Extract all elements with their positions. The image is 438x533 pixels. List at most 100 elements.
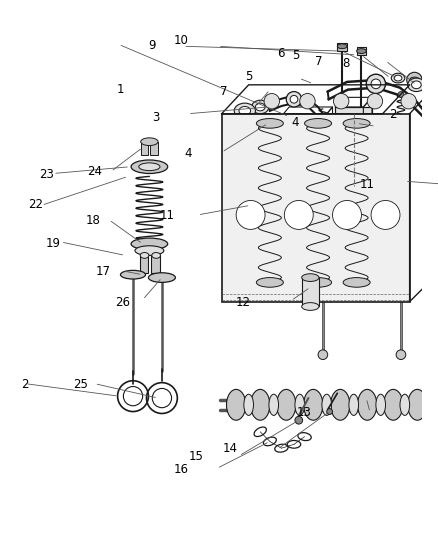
Text: 2: 2 <box>389 108 396 122</box>
Ellipse shape <box>244 394 254 415</box>
Ellipse shape <box>148 273 175 282</box>
Circle shape <box>407 72 422 88</box>
Ellipse shape <box>139 163 160 171</box>
Ellipse shape <box>412 81 421 88</box>
Text: 2: 2 <box>21 378 29 391</box>
Text: 12: 12 <box>235 296 250 309</box>
Text: 19: 19 <box>45 237 60 250</box>
Text: 18: 18 <box>85 214 100 227</box>
Ellipse shape <box>302 303 319 310</box>
Bar <box>151 255 160 273</box>
Text: 8: 8 <box>343 57 350 70</box>
Bar <box>150 142 158 155</box>
Ellipse shape <box>349 394 359 415</box>
Circle shape <box>286 92 302 107</box>
Circle shape <box>398 92 404 98</box>
Bar <box>140 255 148 273</box>
Bar <box>336 107 372 138</box>
Ellipse shape <box>391 73 405 83</box>
Circle shape <box>236 200 265 229</box>
Ellipse shape <box>304 390 323 420</box>
Circle shape <box>296 133 306 143</box>
Text: 14: 14 <box>223 442 237 455</box>
Circle shape <box>300 93 315 109</box>
Text: 16: 16 <box>174 463 189 476</box>
Circle shape <box>396 350 406 360</box>
Circle shape <box>333 93 349 109</box>
Text: 6: 6 <box>277 47 285 60</box>
Circle shape <box>367 93 383 109</box>
Ellipse shape <box>408 78 425 92</box>
Bar <box>337 43 347 51</box>
Text: 22: 22 <box>28 198 43 212</box>
Ellipse shape <box>322 394 332 415</box>
Text: 24: 24 <box>88 165 102 178</box>
Ellipse shape <box>394 75 402 81</box>
Ellipse shape <box>251 390 270 420</box>
Ellipse shape <box>400 394 410 415</box>
Ellipse shape <box>234 103 255 118</box>
Ellipse shape <box>304 278 332 287</box>
Circle shape <box>332 200 361 229</box>
Ellipse shape <box>343 118 370 128</box>
Ellipse shape <box>255 103 265 111</box>
Circle shape <box>264 93 279 109</box>
Ellipse shape <box>256 278 283 287</box>
Text: 7: 7 <box>315 54 322 68</box>
Text: 4: 4 <box>292 116 299 129</box>
Circle shape <box>318 138 328 148</box>
Ellipse shape <box>426 79 438 96</box>
Text: 13: 13 <box>297 406 311 419</box>
Ellipse shape <box>239 107 251 115</box>
Circle shape <box>398 125 404 131</box>
Text: 23: 23 <box>39 167 54 181</box>
Circle shape <box>401 93 417 109</box>
Ellipse shape <box>251 100 269 114</box>
Bar <box>357 47 366 55</box>
Ellipse shape <box>331 390 350 420</box>
Text: 26: 26 <box>115 296 130 309</box>
Ellipse shape <box>135 246 164 255</box>
Ellipse shape <box>384 390 403 420</box>
Circle shape <box>320 140 326 146</box>
Circle shape <box>349 118 359 127</box>
Circle shape <box>295 416 303 424</box>
Ellipse shape <box>226 390 246 420</box>
Text: 3: 3 <box>152 111 160 124</box>
Circle shape <box>371 79 381 88</box>
Text: 5: 5 <box>245 70 253 83</box>
Text: 4: 4 <box>184 147 191 160</box>
Ellipse shape <box>131 238 168 249</box>
Ellipse shape <box>277 390 296 420</box>
Bar <box>302 278 319 306</box>
Ellipse shape <box>343 278 370 287</box>
Text: 11: 11 <box>360 178 375 191</box>
Ellipse shape <box>141 138 158 146</box>
Text: 25: 25 <box>73 378 88 391</box>
Ellipse shape <box>376 394 385 415</box>
Ellipse shape <box>304 118 332 128</box>
Ellipse shape <box>431 83 438 93</box>
Ellipse shape <box>269 394 279 415</box>
Circle shape <box>318 350 328 360</box>
Ellipse shape <box>357 49 366 53</box>
Text: 9: 9 <box>148 39 156 52</box>
Text: 15: 15 <box>189 450 204 463</box>
Text: 17: 17 <box>96 265 111 278</box>
Bar <box>279 118 323 157</box>
Ellipse shape <box>302 274 319 281</box>
Bar <box>141 142 148 155</box>
Ellipse shape <box>408 390 427 420</box>
Ellipse shape <box>152 253 160 259</box>
Ellipse shape <box>295 394 304 415</box>
Ellipse shape <box>140 253 149 259</box>
Text: 5: 5 <box>292 50 299 62</box>
Circle shape <box>432 83 438 93</box>
Ellipse shape <box>120 270 145 279</box>
Text: 7: 7 <box>220 85 227 98</box>
Ellipse shape <box>131 160 168 173</box>
Text: 1: 1 <box>117 83 124 96</box>
Ellipse shape <box>357 390 377 420</box>
Circle shape <box>366 74 385 93</box>
Ellipse shape <box>337 44 347 49</box>
